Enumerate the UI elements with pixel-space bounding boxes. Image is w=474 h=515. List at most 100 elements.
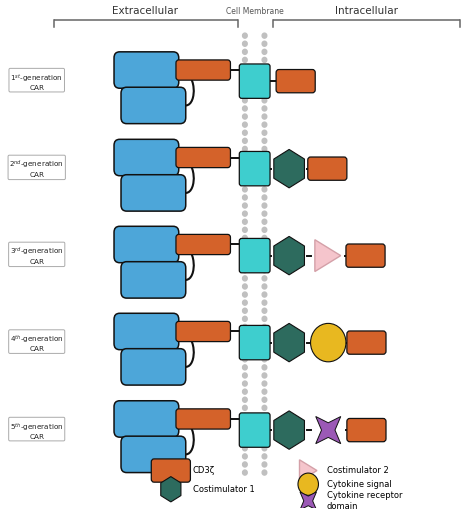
- Circle shape: [262, 49, 267, 55]
- Circle shape: [243, 219, 247, 224]
- Text: Costimulator 2: Costimulator 2: [327, 466, 389, 475]
- Circle shape: [262, 203, 267, 208]
- Circle shape: [262, 90, 267, 95]
- FancyBboxPatch shape: [239, 151, 270, 186]
- Text: Extracellular: Extracellular: [112, 6, 178, 16]
- Circle shape: [262, 98, 267, 103]
- Circle shape: [262, 211, 267, 216]
- FancyBboxPatch shape: [347, 419, 386, 442]
- Circle shape: [262, 300, 267, 305]
- FancyBboxPatch shape: [121, 349, 186, 385]
- FancyBboxPatch shape: [176, 147, 230, 168]
- Circle shape: [243, 365, 247, 370]
- Circle shape: [243, 203, 247, 208]
- Circle shape: [298, 473, 319, 495]
- Circle shape: [262, 252, 267, 256]
- Circle shape: [262, 276, 267, 281]
- Circle shape: [243, 454, 247, 459]
- Circle shape: [262, 260, 267, 265]
- Circle shape: [243, 57, 247, 62]
- Text: Cytokine receptor
domain: Cytokine receptor domain: [327, 491, 402, 510]
- Circle shape: [262, 365, 267, 370]
- Circle shape: [243, 122, 247, 127]
- Circle shape: [243, 227, 247, 232]
- FancyBboxPatch shape: [176, 60, 230, 80]
- Polygon shape: [315, 239, 341, 271]
- Circle shape: [262, 438, 267, 443]
- Circle shape: [262, 57, 267, 62]
- Circle shape: [243, 244, 247, 249]
- Circle shape: [243, 65, 247, 71]
- Circle shape: [262, 357, 267, 362]
- Circle shape: [262, 421, 267, 426]
- Circle shape: [262, 163, 267, 168]
- Circle shape: [243, 397, 247, 402]
- Circle shape: [262, 41, 267, 46]
- Circle shape: [243, 170, 247, 176]
- FancyBboxPatch shape: [151, 459, 191, 482]
- Circle shape: [262, 130, 267, 135]
- Circle shape: [243, 211, 247, 216]
- Circle shape: [243, 316, 247, 321]
- Circle shape: [243, 300, 247, 305]
- Circle shape: [243, 373, 247, 378]
- Circle shape: [243, 90, 247, 95]
- FancyBboxPatch shape: [176, 409, 230, 429]
- Circle shape: [243, 74, 247, 79]
- Circle shape: [243, 179, 247, 184]
- Circle shape: [243, 195, 247, 200]
- FancyBboxPatch shape: [114, 313, 179, 350]
- Circle shape: [243, 438, 247, 443]
- Circle shape: [262, 33, 267, 38]
- Circle shape: [243, 260, 247, 265]
- Circle shape: [243, 357, 247, 362]
- Polygon shape: [300, 492, 317, 510]
- Circle shape: [243, 381, 247, 386]
- Circle shape: [262, 389, 267, 394]
- Circle shape: [243, 106, 247, 111]
- Circle shape: [262, 179, 267, 184]
- Text: $4^{th}$-generation
CAR: $4^{th}$-generation CAR: [10, 333, 64, 352]
- Circle shape: [262, 405, 267, 410]
- FancyBboxPatch shape: [176, 321, 230, 341]
- Text: Cytokine signal: Cytokine signal: [327, 479, 392, 489]
- Circle shape: [243, 333, 247, 337]
- Circle shape: [243, 268, 247, 273]
- Text: $3^{rd}$-generation
CAR: $3^{rd}$-generation CAR: [10, 246, 64, 265]
- Circle shape: [262, 65, 267, 71]
- Circle shape: [262, 316, 267, 321]
- Circle shape: [243, 349, 247, 354]
- Circle shape: [243, 405, 247, 410]
- Circle shape: [262, 146, 267, 151]
- Circle shape: [243, 252, 247, 256]
- Circle shape: [262, 462, 267, 467]
- Circle shape: [243, 98, 247, 103]
- Circle shape: [243, 33, 247, 38]
- Circle shape: [262, 381, 267, 386]
- Circle shape: [243, 114, 247, 119]
- Circle shape: [243, 389, 247, 394]
- Polygon shape: [274, 323, 304, 362]
- Circle shape: [262, 324, 267, 330]
- Circle shape: [262, 284, 267, 289]
- Polygon shape: [274, 411, 304, 449]
- Circle shape: [262, 139, 267, 143]
- Circle shape: [262, 187, 267, 192]
- Text: Intracellular: Intracellular: [335, 6, 398, 16]
- Circle shape: [262, 470, 267, 475]
- FancyBboxPatch shape: [121, 436, 186, 473]
- FancyBboxPatch shape: [121, 87, 186, 124]
- FancyBboxPatch shape: [121, 262, 186, 298]
- Circle shape: [262, 308, 267, 313]
- Circle shape: [262, 74, 267, 79]
- Circle shape: [243, 284, 247, 289]
- FancyBboxPatch shape: [239, 413, 270, 448]
- Circle shape: [243, 462, 247, 467]
- FancyBboxPatch shape: [347, 331, 386, 354]
- FancyBboxPatch shape: [176, 234, 230, 254]
- Circle shape: [262, 219, 267, 224]
- Circle shape: [243, 470, 247, 475]
- FancyBboxPatch shape: [276, 70, 315, 93]
- Polygon shape: [274, 236, 304, 275]
- Circle shape: [243, 421, 247, 426]
